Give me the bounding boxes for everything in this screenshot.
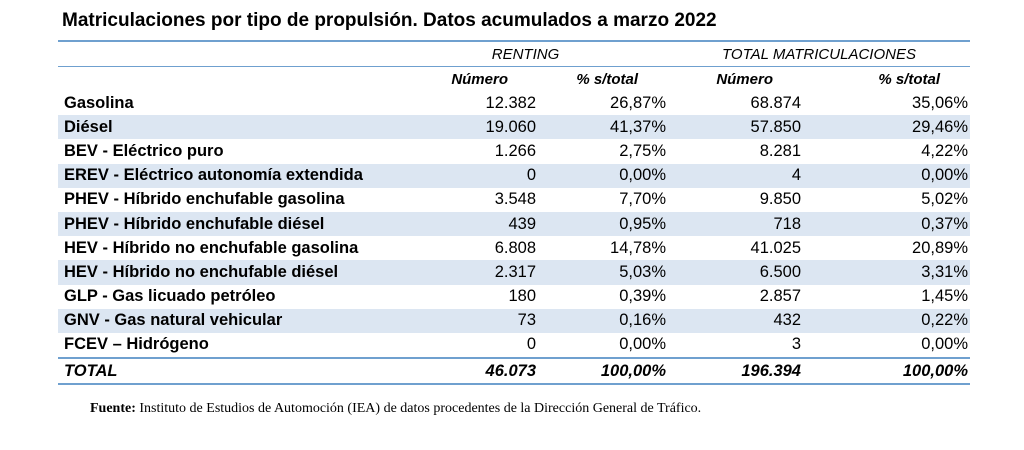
renting-percent: 7,70% (619, 190, 666, 209)
total-number: 3 (791, 335, 801, 354)
renting-number: 0 (526, 335, 536, 354)
top-rule (58, 40, 970, 42)
renting-percent: 0,95% (619, 214, 666, 233)
renting-number: 1.266 (494, 141, 536, 160)
table-row: HEV - Híbrido no enchufable diésel 2.317 5… (58, 260, 970, 285)
total-total-number: 196.394 (741, 361, 801, 380)
group-header-total: TOTAL MATRICULACIONES (722, 45, 916, 63)
table-row: HEV - Híbrido no enchufable gasolina 6.80… (58, 236, 970, 260)
group-rule (58, 66, 970, 67)
subheader-total-number: Número (716, 70, 773, 88)
total-number: 41.025 (750, 238, 801, 257)
table-row: FCEV – Hidrógeno 0 0,00% 3 0,00% (58, 333, 970, 357)
total-percent: 0,22% (921, 311, 968, 330)
row-label: PHEV - Híbrido enchufable gasolina (64, 190, 345, 209)
total-number: 718 (773, 214, 801, 233)
source-text: Instituto de Estudios de Automoción (IEA… (135, 401, 702, 416)
renting-percent: 5,03% (619, 262, 666, 281)
total-number: 9.850 (759, 190, 801, 209)
row-label: BEV - Eléctrico puro (64, 141, 224, 160)
renting-percent: 0,00% (619, 166, 666, 185)
renting-number: 12.382 (485, 93, 536, 112)
renting-percent: 14,78% (610, 238, 666, 257)
subheader-renting-percent: % s/total (576, 70, 638, 88)
row-label: Diésel (64, 117, 113, 136)
renting-percent: 0,39% (619, 287, 666, 306)
total-number: 4 (791, 166, 801, 185)
total-total-percent: 100,00% (902, 361, 968, 380)
total-percent: 0,37% (921, 214, 968, 233)
subheader-total-percent: % s/total (878, 70, 940, 88)
renting-number: 439 (508, 214, 536, 233)
table-row: Diésel 19.060 41,37% 57.850 29,46% (58, 115, 970, 140)
row-label: HEV - Híbrido no enchufable diésel (64, 262, 339, 281)
row-label: Gasolina (64, 93, 134, 112)
total-renting-number: 46.073 (485, 361, 536, 380)
table-row: BEV - Eléctrico puro 1.266 2,75% 8.281 4,22% (58, 139, 970, 163)
renting-number: 6.808 (494, 238, 536, 257)
row-label: HEV - Híbrido no enchufable gasolina (64, 238, 359, 257)
row-label: PHEV - Híbrido enchufable diésel (64, 214, 325, 233)
renting-percent: 0,00% (619, 335, 666, 354)
total-percent: 29,46% (912, 117, 968, 136)
total-row: TOTAL 46.073 100,00% 196.394 100,00% (58, 359, 970, 383)
total-percent: 35,06% (912, 93, 968, 112)
table-row: Gasolina 12.382 26,87% 68.874 35,06% (58, 91, 970, 115)
source-note: Fuente: Instituto de Estudios de Automoc… (90, 401, 701, 417)
renting-number: 19.060 (485, 117, 536, 136)
row-label: GLP - Gas licuado petróleo (64, 287, 276, 306)
source-prefix: Fuente: (90, 401, 136, 416)
table-title: Matriculaciones por tipo de propulsión. … (62, 10, 717, 31)
group-header-row: RENTING TOTAL MATRICULACIONES (58, 42, 970, 66)
row-label: FCEV – Hidrógeno (64, 335, 209, 354)
renting-percent: 26,87% (610, 93, 666, 112)
total-top-rule (58, 357, 970, 360)
registrations-table: RENTING TOTAL MATRICULACIONES Número % s… (58, 40, 970, 386)
total-label: TOTAL (64, 361, 118, 380)
row-label: GNV - Gas natural vehicular (64, 311, 283, 330)
total-number: 6.500 (759, 262, 801, 281)
total-renting-percent: 100,00% (600, 361, 666, 380)
total-percent: 3,31% (921, 262, 968, 281)
renting-number: 3.548 (494, 190, 536, 209)
total-percent: 4,22% (921, 141, 968, 160)
subheader-renting-number: Número (451, 70, 508, 88)
total-number: 2.857 (759, 287, 801, 306)
renting-percent: 0,16% (619, 311, 666, 330)
total-percent: 0,00% (921, 166, 968, 185)
subheader-row: Número % s/total Número % s/total (58, 67, 970, 91)
group-header-renting: RENTING (491, 45, 560, 63)
renting-number: 73 (517, 311, 536, 330)
renting-percent: 41,37% (610, 117, 666, 136)
table-row: PHEV - Híbrido enchufable gasolina 3.548 7… (58, 188, 970, 212)
renting-number: 2.317 (494, 262, 536, 281)
total-number: 57.850 (750, 117, 801, 136)
row-label: EREV - Eléctrico autonomía extendida (64, 166, 363, 185)
total-number: 68.874 (750, 93, 801, 112)
table-row: PHEV - Híbrido enchufable diésel 439 0,95%… (58, 211, 970, 237)
total-number: 8.281 (759, 141, 801, 160)
renting-percent: 2,75% (619, 141, 666, 160)
total-percent: 20,89% (912, 238, 968, 257)
total-percent: 1,45% (921, 287, 968, 306)
bottom-rule (58, 383, 970, 386)
table-row: GNV - Gas natural vehicular 73 0,16% 432 0,2… (58, 308, 970, 333)
renting-number: 180 (508, 287, 536, 306)
table-row: EREV - Eléctrico autonomía extendida 0 0,0… (58, 163, 970, 188)
renting-number: 0 (526, 166, 536, 185)
total-number: 432 (773, 311, 801, 330)
table-row: GLP - Gas licuado petróleo 180 0,39% 2.857 1… (58, 285, 970, 309)
total-percent: 0,00% (921, 335, 968, 354)
total-percent: 5,02% (921, 190, 968, 209)
table-body: Gasolina 12.382 26,87% 68.874 35,06% Diésel 19… (58, 91, 970, 357)
